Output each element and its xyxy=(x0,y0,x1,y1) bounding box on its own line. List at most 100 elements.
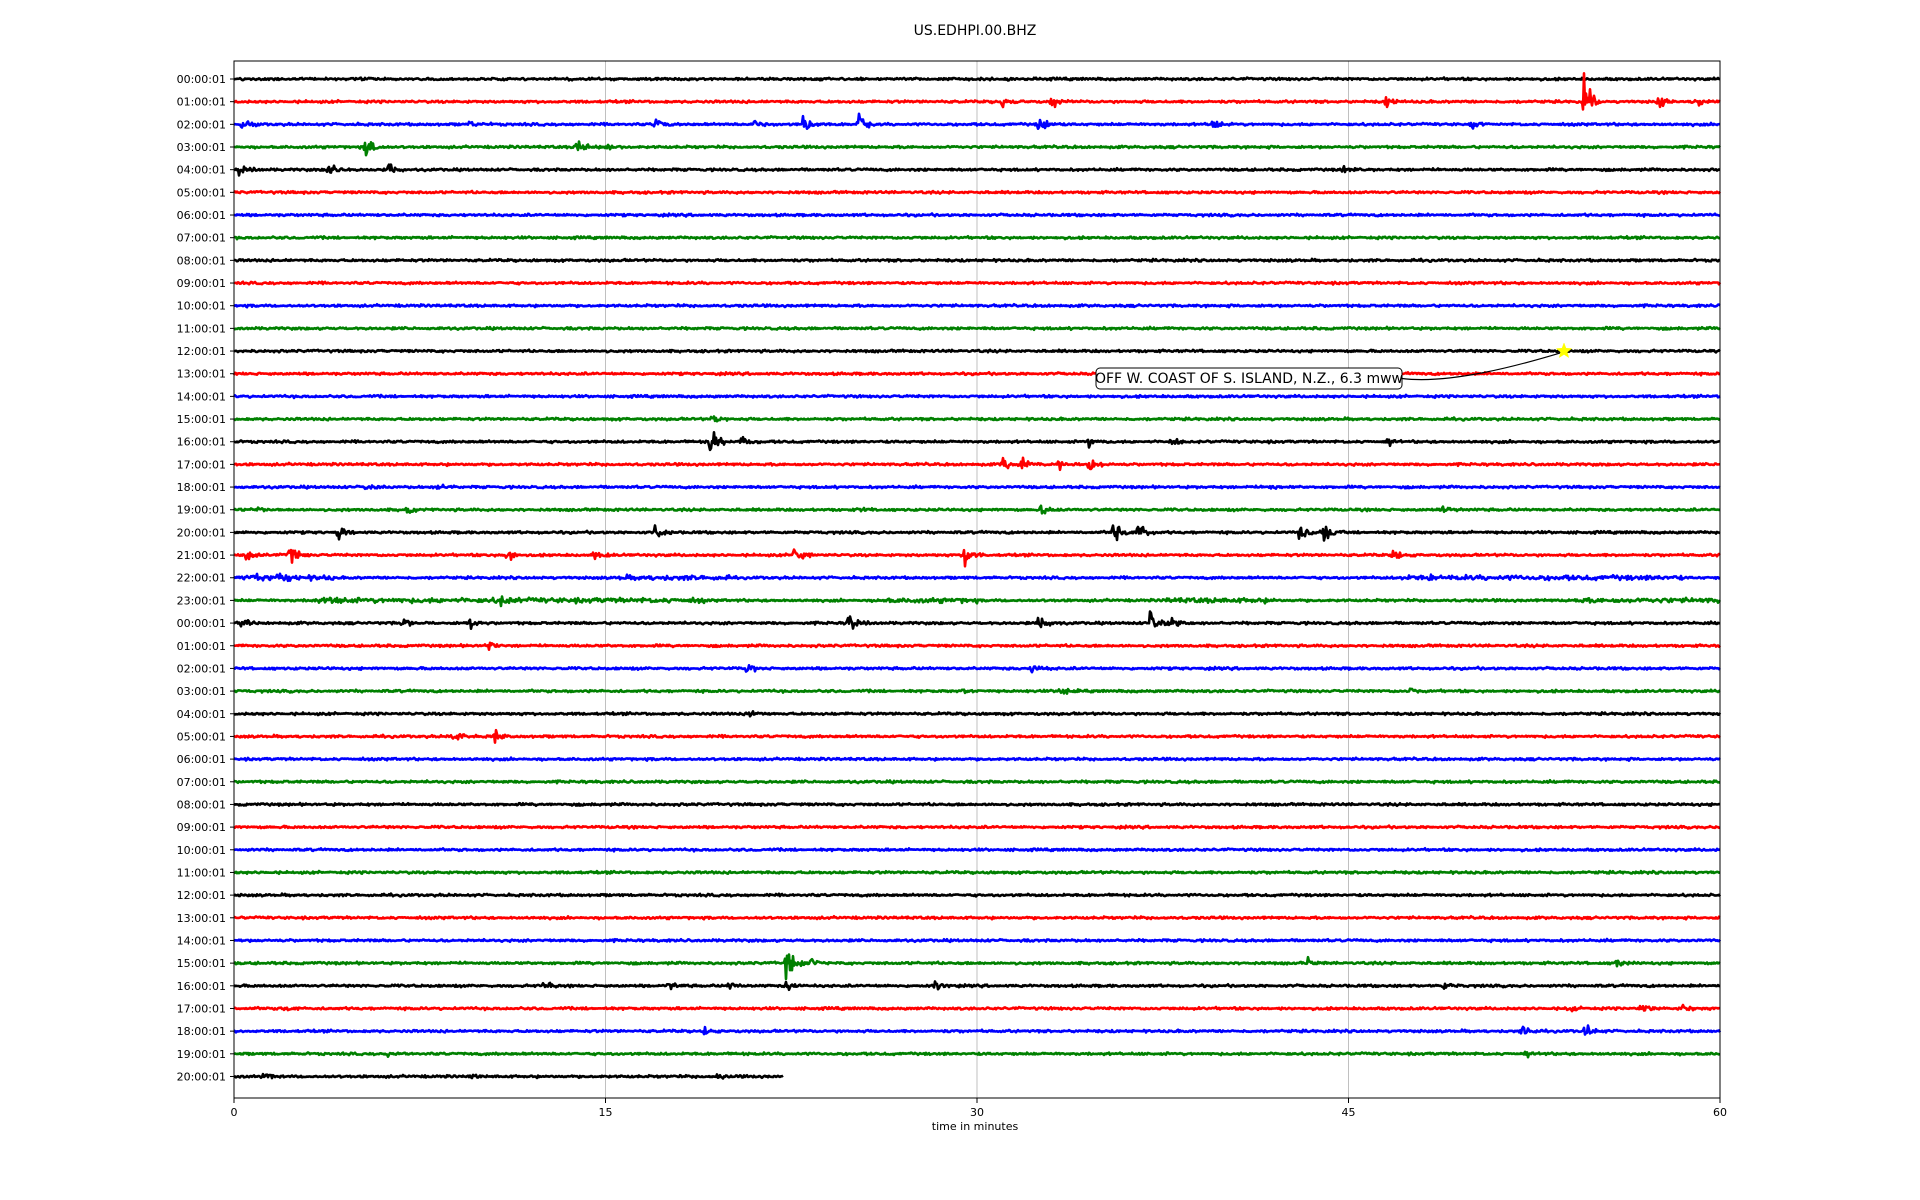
y-tick-label: 02:00:01 xyxy=(177,118,226,131)
trace-line xyxy=(233,280,1722,286)
trace-line xyxy=(233,483,1721,491)
trace-line xyxy=(233,76,1721,82)
y-tick-label: 14:00:01 xyxy=(177,390,226,403)
trace-line xyxy=(233,189,1722,196)
trace-line xyxy=(233,595,1722,608)
trace-line xyxy=(233,641,1722,651)
trace-line xyxy=(233,710,1722,718)
y-tick-label: 07:00:01 xyxy=(177,232,226,245)
seismic-traces xyxy=(232,72,1722,1080)
y-tick-label: 20:00:01 xyxy=(177,526,226,539)
y-tick-label: 05:00:01 xyxy=(177,186,226,199)
y-tick-label: 15:00:01 xyxy=(177,957,226,970)
trace-line xyxy=(233,1024,1722,1036)
event-annotation: OFF W. COAST OF S. ISLAND, N.Z., 6.3 mww xyxy=(1095,342,1573,390)
y-tick-label: 12:00:01 xyxy=(177,889,226,902)
trace-line xyxy=(233,980,1721,992)
x-tick-label: 15 xyxy=(599,1106,613,1119)
trace-line xyxy=(233,163,1721,177)
trace-line xyxy=(233,393,1721,400)
y-tick-label: 19:00:01 xyxy=(177,1048,226,1061)
trace-line xyxy=(233,847,1721,853)
trace-line xyxy=(233,140,1721,157)
x-tick-label: 0 xyxy=(231,1106,238,1119)
trace-line xyxy=(233,456,1721,472)
trace-line xyxy=(233,937,1722,944)
y-tick-label: 03:00:01 xyxy=(177,685,226,698)
y-tick-label: 10:00:01 xyxy=(177,300,226,313)
y-tick-label: 07:00:01 xyxy=(177,776,226,789)
y-tick-label: 18:00:01 xyxy=(177,1025,226,1038)
trace-line xyxy=(233,728,1721,744)
trace-line xyxy=(233,325,1721,332)
y-tick-label: 00:00:01 xyxy=(177,73,226,86)
trace-line xyxy=(233,869,1721,876)
y-tick-label: 04:00:01 xyxy=(177,164,226,177)
y-tick-label: 01:00:01 xyxy=(177,96,226,109)
y-tick-label: 06:00:01 xyxy=(177,753,226,766)
trace-line xyxy=(233,572,1721,583)
trace-line xyxy=(233,1072,784,1080)
trace-line xyxy=(233,1003,1721,1013)
trace-line xyxy=(233,257,1721,263)
y-tick-label: 14:00:01 xyxy=(177,934,226,947)
y-tick-label: 01:00:01 xyxy=(177,640,226,653)
y-tick-label: 12:00:01 xyxy=(177,345,226,358)
y-tick-label: 09:00:01 xyxy=(177,821,226,834)
trace-line xyxy=(233,687,1721,695)
event-star-marker xyxy=(1555,342,1573,359)
trace-line xyxy=(232,524,1721,542)
y-tick-label: 20:00:01 xyxy=(177,1070,226,1083)
trace-line xyxy=(233,348,1721,354)
trace-line xyxy=(233,112,1721,130)
y-tick-label: 15:00:01 xyxy=(177,413,226,426)
trace-line xyxy=(233,779,1721,785)
y-tick-label: 16:00:01 xyxy=(177,980,226,993)
trace-line xyxy=(233,801,1721,808)
trace-line xyxy=(233,504,1721,515)
y-tick-label: 08:00:01 xyxy=(177,798,226,811)
y-tick-label: 17:00:01 xyxy=(177,1002,226,1015)
trace-line xyxy=(233,664,1721,674)
y-tick-label: 11:00:01 xyxy=(177,866,226,879)
trace-line xyxy=(233,756,1721,762)
chart-title: US.EDHPI.00.BHZ xyxy=(914,23,1037,39)
y-tick-label: 11:00:01 xyxy=(177,322,226,335)
y-tick-label: 05:00:01 xyxy=(177,730,226,743)
y-tick-label: 13:00:01 xyxy=(177,368,226,381)
annotation-text: OFF W. COAST OF S. ISLAND, N.Z., 6.3 mww xyxy=(1095,371,1403,387)
y-tick-labels: 00:00:01 01:00:01 02:00:01 03:00:01 04:00:01… xyxy=(177,73,234,1083)
y-tick-label: 16:00:01 xyxy=(177,436,226,449)
x-tick-label: 45 xyxy=(1342,1106,1356,1119)
x-axis-label: time in minutes xyxy=(932,1120,1019,1133)
y-tick-label: 23:00:01 xyxy=(177,594,226,607)
trace-line xyxy=(233,610,1721,630)
y-tick-label: 10:00:01 xyxy=(177,844,226,857)
y-tick-label: 22:00:01 xyxy=(177,572,226,585)
trace-line xyxy=(233,302,1721,309)
y-tick-label: 13:00:01 xyxy=(177,912,226,925)
y-tick-label: 17:00:01 xyxy=(177,458,226,471)
trace-line xyxy=(233,1050,1721,1059)
y-tick-label: 21:00:01 xyxy=(177,549,226,562)
trace-line xyxy=(233,415,1721,423)
y-tick-label: 00:00:01 xyxy=(177,617,226,630)
x-tick-label: 30 xyxy=(970,1106,984,1119)
y-tick-label: 04:00:01 xyxy=(177,708,226,721)
trace-line xyxy=(232,370,1721,377)
y-tick-label: 18:00:01 xyxy=(177,481,226,494)
y-tick-label: 06:00:01 xyxy=(177,209,226,222)
trace-line xyxy=(233,431,1721,452)
trace-line xyxy=(233,915,1721,921)
annotation-arrow xyxy=(1401,352,1561,381)
trace-line xyxy=(233,953,1721,981)
trace-line xyxy=(233,824,1721,830)
y-tick-label: 19:00:01 xyxy=(177,504,226,517)
trace-line xyxy=(233,212,1721,218)
x-tick-label: 60 xyxy=(1713,1106,1727,1119)
y-tick-label: 03:00:01 xyxy=(177,141,226,154)
annotation-box xyxy=(1095,367,1403,390)
y-tick-label: 02:00:01 xyxy=(177,662,226,675)
y-tick-label: 08:00:01 xyxy=(177,254,226,267)
